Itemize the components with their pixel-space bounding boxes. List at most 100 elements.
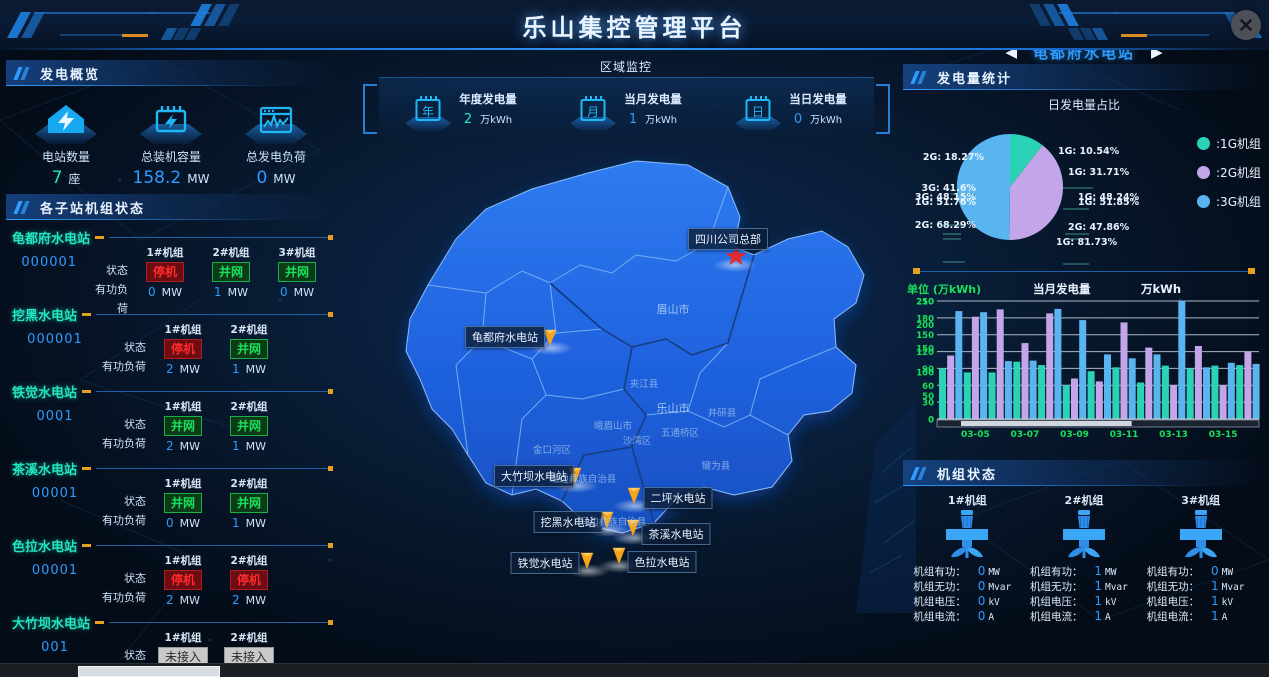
bar-chart-title: 当月发电量: [1033, 282, 1091, 296]
station-body: 000001 状态 有功负荷 1#机组 停机 2 MW 2#机组 并网 1 MW: [12, 323, 330, 379]
status-badge[interactable]: 并网: [229, 339, 268, 359]
unit-status-row: 机组有功： 1 MW: [1030, 564, 1140, 579]
station-pin-icon[interactable]: [541, 328, 561, 350]
station-rule: [96, 465, 333, 471]
legend-item[interactable]: :3G机组: [1197, 193, 1261, 210]
horizontal-scrollbar[interactable]: [0, 663, 1269, 677]
star-marker[interactable]: [725, 245, 747, 267]
unit-status-unit: Mvar: [1104, 582, 1128, 593]
status-badge[interactable]: 停机: [163, 339, 202, 359]
load-chart-icon: [226, 94, 326, 146]
status-badge[interactable]: 停机: [229, 570, 268, 590]
status-badge[interactable]: 未接入: [223, 647, 274, 667]
map-label-station[interactable]: 大竹坝水电站: [494, 465, 574, 487]
unit-status-key: 机组电压：: [1146, 596, 1200, 608]
next-arrow-icon[interactable]: ▶: [1151, 42, 1163, 61]
unit-load-unit: MW: [245, 517, 266, 530]
status-badge[interactable]: 并网: [229, 493, 268, 513]
unit-status-key: 机组有功：: [1146, 566, 1200, 578]
unit-status-unit: kV: [1221, 597, 1234, 608]
power-plant-icon: [16, 94, 116, 146]
svg-text:100: 100: [916, 368, 934, 378]
map-label-station[interactable]: 茶溪水电站: [641, 523, 711, 545]
station-block[interactable]: 茶溪水电站 00001 状态 有功负荷 1#机组 并网 0 MW 2#机组 并网 1 MW: [12, 459, 333, 533]
status-badge[interactable]: 并网: [163, 493, 202, 513]
status-badge[interactable]: 并网: [211, 262, 250, 282]
scrollbar-thumb[interactable]: [78, 666, 220, 677]
station-rule: [96, 542, 333, 548]
station-body: 00001 状态 有功负荷 1#机组 并网 0 MW 2#机组 并网 1 MW: [12, 477, 330, 533]
unit-load: 0 MW: [132, 283, 198, 302]
svg-text:03-07: 03-07: [1011, 430, 1040, 440]
status-badge[interactable]: 并网: [277, 262, 316, 282]
overview-card: 总装机容量 158.2 MW: [121, 94, 221, 188]
close-icon[interactable]: [1231, 10, 1261, 40]
svg-text:120: 120: [916, 348, 934, 358]
map-city-label: 马边彝族自治县: [579, 517, 647, 528]
unit-status-row: 机组电压： 0 kV: [913, 594, 1023, 609]
stations-title-label: 各子站机组状态: [40, 201, 146, 217]
unit-status-unit: A: [988, 612, 995, 623]
unit-status-value: 1: [1094, 609, 1102, 623]
unit-status-key: 机组电流：: [1146, 611, 1200, 623]
unit-status-value: 1: [1094, 564, 1102, 578]
station-pin-icon[interactable]: [578, 551, 598, 573]
station-units: 1#机组未接入1MW2#机组未接入0MW: [150, 631, 330, 677]
map-label-station[interactable]: 二坪水电站: [643, 487, 713, 509]
station-block[interactable]: 龟都府水电站 000001 状态 有功负荷 1#机组 停机 0 MW 2#机组 并网 1 MW 3#机组…: [12, 228, 333, 315]
unit-load-value: 0: [279, 285, 288, 299]
status-badge[interactable]: 并网: [163, 416, 202, 436]
unit-load-value: 1: [231, 362, 240, 376]
map-label-station[interactable]: 铁觉水电站: [510, 552, 580, 574]
status-badge[interactable]: 停机: [163, 570, 202, 590]
station-row-labels: 状态有功负荷: [98, 400, 150, 456]
station-block[interactable]: 色拉水电站 00001 状态 有功负荷 1#机组 停机 2 MW 2#机组 停机 2 MW: [12, 536, 333, 610]
map-label-station[interactable]: 色拉水电站: [627, 551, 697, 573]
unit-status-value: 1: [1094, 594, 1102, 608]
legend-item[interactable]: :2G机组: [1197, 164, 1261, 181]
unit-header: 2#机组: [212, 247, 250, 259]
marker-glow: [713, 258, 757, 272]
legend-color-dot: [1197, 195, 1211, 208]
status-row-label: 状态: [124, 572, 146, 585]
station-dash-icon: [82, 389, 92, 393]
svg-text:50: 50: [922, 392, 934, 402]
status-badge[interactable]: 并网: [229, 416, 268, 436]
map-city-label: 峨边彝族自治县: [549, 474, 617, 485]
stats-title-label: 发电量统计: [937, 71, 1013, 87]
status-badge[interactable]: 停机: [145, 262, 184, 282]
station-pin-icon[interactable]: [610, 546, 630, 568]
unit-load-unit: MW: [179, 594, 200, 607]
station-header: 色拉水电站: [12, 536, 333, 555]
unit-status-unit: A: [1104, 612, 1111, 623]
station-block[interactable]: 铁觉水电站 0001 状态 有功负荷 1#机组 并网 2 MW 2#机组 并网 1 MW: [12, 382, 333, 456]
unit-header: 1#机组: [164, 632, 202, 644]
svg-text:180: 180: [916, 314, 934, 324]
pie-slice-label: 1G: 81.73%: [1056, 237, 1118, 248]
station-id: 001: [41, 640, 69, 655]
station-body: 0001 状态 有功负荷 1#机组 并网 2 MW 2#机组 并网 1 MW: [12, 400, 330, 456]
prev-arrow-icon[interactable]: ◀: [1005, 42, 1017, 61]
unit-load-unit: MW: [179, 440, 200, 453]
region-metric-text: 当月发电量 1 万kWh: [624, 91, 682, 127]
legend-item[interactable]: :1G机组: [1197, 135, 1261, 152]
map-label-station[interactable]: 挖黑水电站: [533, 511, 603, 533]
station-pin-icon[interactable]: [598, 510, 618, 532]
unit-header: 2#机组: [230, 555, 268, 567]
region-metric-value: 1 万kWh: [624, 111, 682, 127]
station-pin-icon[interactable]: [624, 518, 644, 540]
station-block[interactable]: 大竹坝水电站001状态有功负荷1#机组未接入1MW2#机组未接入0MW: [12, 613, 333, 677]
unit-header: 2#机组: [230, 401, 268, 413]
station-units: 1#机组 停机 2 MW 2#机组 并网 1 MW: [150, 323, 330, 379]
map-label-station[interactable]: 龟都府水电站: [465, 326, 545, 348]
svg-text:0: 0: [928, 416, 934, 426]
station-pin-icon[interactable]: [625, 486, 645, 508]
unit-status-rows: 机组有功： 1 MW 机组无功： 1 Mvar 机组电压： 1 kV 机组电流： 1 A: [1028, 564, 1140, 624]
load-row-label: 有功负荷: [102, 514, 146, 527]
station-block[interactable]: 挖黑水电站 000001 状态 有功负荷 1#机组 停机 2 MW 2#机组 并网 1 MW: [12, 305, 333, 379]
svg-text:03-09: 03-09: [1060, 430, 1089, 440]
station-units: 1#机组 停机 0 MW 2#机组 并网 1 MW 3#机组 并网 0 MW: [132, 246, 330, 302]
map-label-hq[interactable]: 四川公司总部: [688, 228, 768, 250]
unit-load-value: 1: [231, 516, 240, 530]
unit-load: 1 MW: [216, 514, 282, 533]
